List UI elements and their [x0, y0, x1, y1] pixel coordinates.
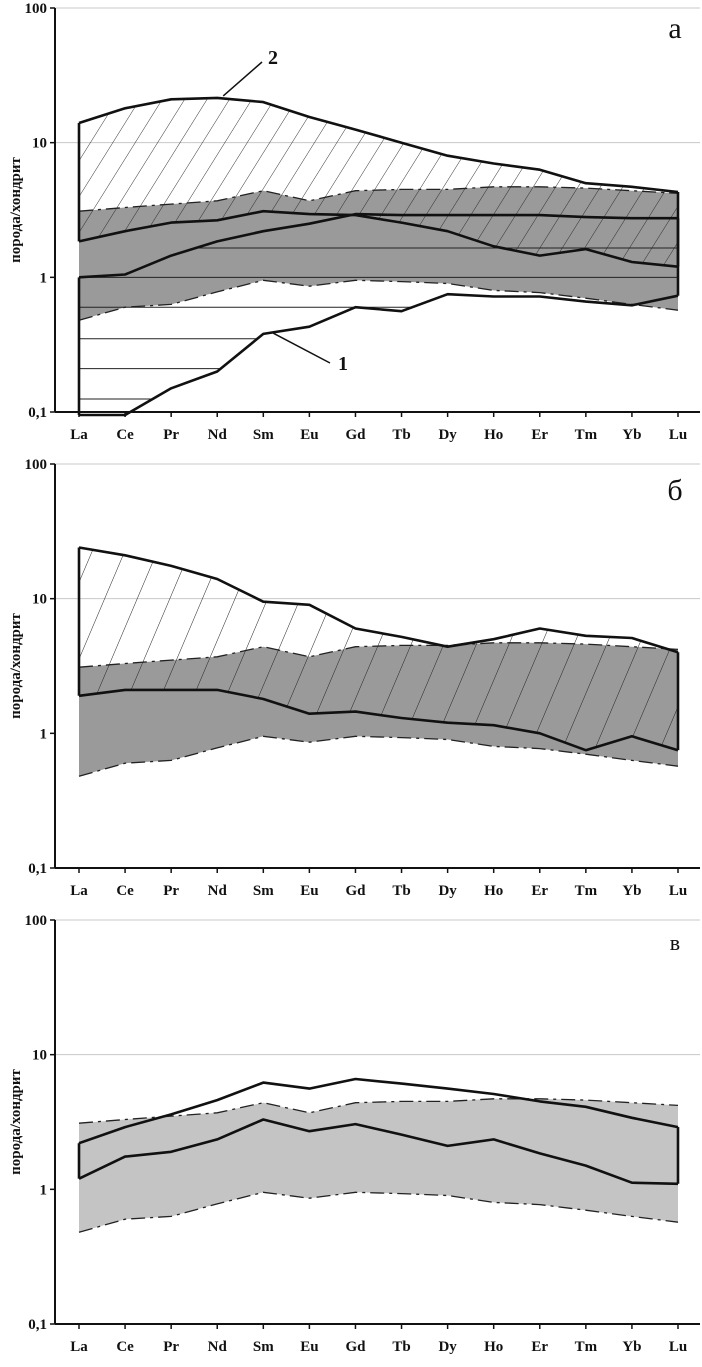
x-tick-label-sm: Sm [253, 1339, 274, 1355]
x-tick-label-yb: Yb [622, 427, 641, 443]
x-tick-label-ce: Ce [116, 427, 134, 443]
band-lower-line [78, 1191, 679, 1233]
x-tick-label-nd: Nd [208, 883, 228, 899]
y-tick-label: 100 [25, 1, 48, 17]
y-tick-label: 1 [40, 1182, 48, 1198]
y-tick-label: 100 [25, 913, 48, 929]
x-tick-label-la: La [70, 883, 88, 899]
x-tick-label-gd: Gd [345, 883, 366, 899]
x-tick-label-pr: Pr [163, 883, 179, 899]
annotation-leader-1 [272, 332, 331, 364]
x-tick-label-sm: Sm [253, 427, 274, 443]
x-tick-label-er: Er [531, 883, 548, 899]
y-axis-title: порода/хондрит [8, 612, 24, 718]
band-upper-line [78, 1098, 679, 1124]
x-tick-label-lu: Lu [669, 1339, 687, 1355]
x-tick-label-pr: Pr [163, 1339, 179, 1355]
x-tick-label-ce: Ce [116, 883, 134, 899]
x-tick-label-la: La [70, 427, 88, 443]
x-tick-label-tb: Tb [392, 427, 410, 443]
series-line-1 [78, 1077, 679, 1145]
y-tick-label: 1 [40, 726, 48, 742]
x-tick-label-tb: Tb [392, 883, 410, 899]
x-tick-label-dy: Dy [438, 1339, 457, 1355]
x-tick-label-tm: Tm [575, 1339, 598, 1355]
y-tick-label: 0,1 [28, 1317, 47, 1333]
x-tick-label-ho: Ho [484, 1339, 503, 1355]
field-2-hatch [79, 97, 678, 267]
band-lower-line [78, 279, 679, 321]
x-tick-label-yb: Yb [622, 883, 641, 899]
series-line-2 [78, 688, 679, 752]
x-tick-label-dy: Dy [438, 883, 457, 899]
field-hatch [79, 547, 678, 751]
x-tick-label-er: Er [531, 427, 548, 443]
y-tick-label: 0,1 [28, 861, 47, 877]
x-tick-label-eu: Eu [300, 883, 318, 899]
band-upper-line [78, 186, 679, 212]
x-tick-label-eu: Eu [300, 1339, 318, 1355]
x-tick-label-nd: Nd [208, 427, 228, 443]
x-tick-label-er: Er [531, 1339, 548, 1355]
x-tick-label-ho: Ho [484, 427, 503, 443]
series-line-2 [78, 209, 679, 268]
series-line-1 [78, 546, 679, 654]
y-axis-title: порода/хондрит [8, 1068, 24, 1174]
x-tick-label-nd: Nd [208, 1339, 228, 1355]
band-lower-line [78, 735, 679, 777]
x-tick-label-gd: Gd [345, 427, 366, 443]
x-tick-label-tm: Tm [575, 427, 598, 443]
reference-band [79, 1098, 678, 1233]
x-tick-label-lu: Lu [669, 427, 687, 443]
annotation-1: 1 [338, 353, 348, 375]
chart-panel-1: 0,1 1 10 100 La Ce Pr Nd Sm Eu Gd Tb Dy Ho Er Tm Yb Lu пор… [8, 1, 700, 443]
x-tick-label-tm: Tm [575, 883, 598, 899]
x-tick-label-dy: Dy [438, 427, 457, 443]
y-tick-label: 1 [40, 270, 48, 286]
x-tick-label-tb: Tb [392, 1339, 410, 1355]
panel-label: в [670, 930, 680, 955]
series-line-3 [78, 212, 678, 279]
x-tick-label-ce: Ce [116, 1339, 134, 1355]
x-tick-label-ho: Ho [484, 883, 503, 899]
y-tick-label: 100 [25, 457, 48, 473]
series-line-2 [78, 1118, 679, 1186]
x-tick-label-la: La [70, 1339, 88, 1355]
y-tick-label: 10 [32, 592, 47, 608]
annotation-2: 2 [268, 47, 278, 69]
x-tick-label-pr: Pr [163, 427, 179, 443]
band-upper-line [78, 642, 679, 668]
chart-panel-3: 0,1 1 10 100 La Ce Pr Nd Sm Eu Gd Tb Dy Ho Er Tm Yb Lu пор… [8, 913, 700, 1355]
annotation-leader-2 [222, 61, 263, 97]
panel-label: а [668, 12, 681, 45]
y-tick-label: 10 [32, 136, 47, 152]
y-axis-title: порода/хондрит [8, 156, 24, 262]
x-tick-label-sm: Sm [253, 883, 274, 899]
chart-panel-2: 0,1 1 10 100 La Ce Pr Nd Sm Eu Gd Tb Dy Ho Er Tm Yb Lu пор… [8, 457, 700, 899]
series-line-4 [79, 292, 679, 417]
x-tick-label-lu: Lu [669, 883, 687, 899]
y-tick-label: 0,1 [28, 405, 47, 421]
x-tick-label-gd: Gd [345, 1339, 366, 1355]
panel-label: б [667, 474, 682, 507]
x-tick-label-eu: Eu [300, 427, 318, 443]
series-line-1 [78, 96, 679, 194]
x-tick-label-yb: Yb [622, 1339, 641, 1355]
y-tick-label: 10 [32, 1048, 47, 1064]
